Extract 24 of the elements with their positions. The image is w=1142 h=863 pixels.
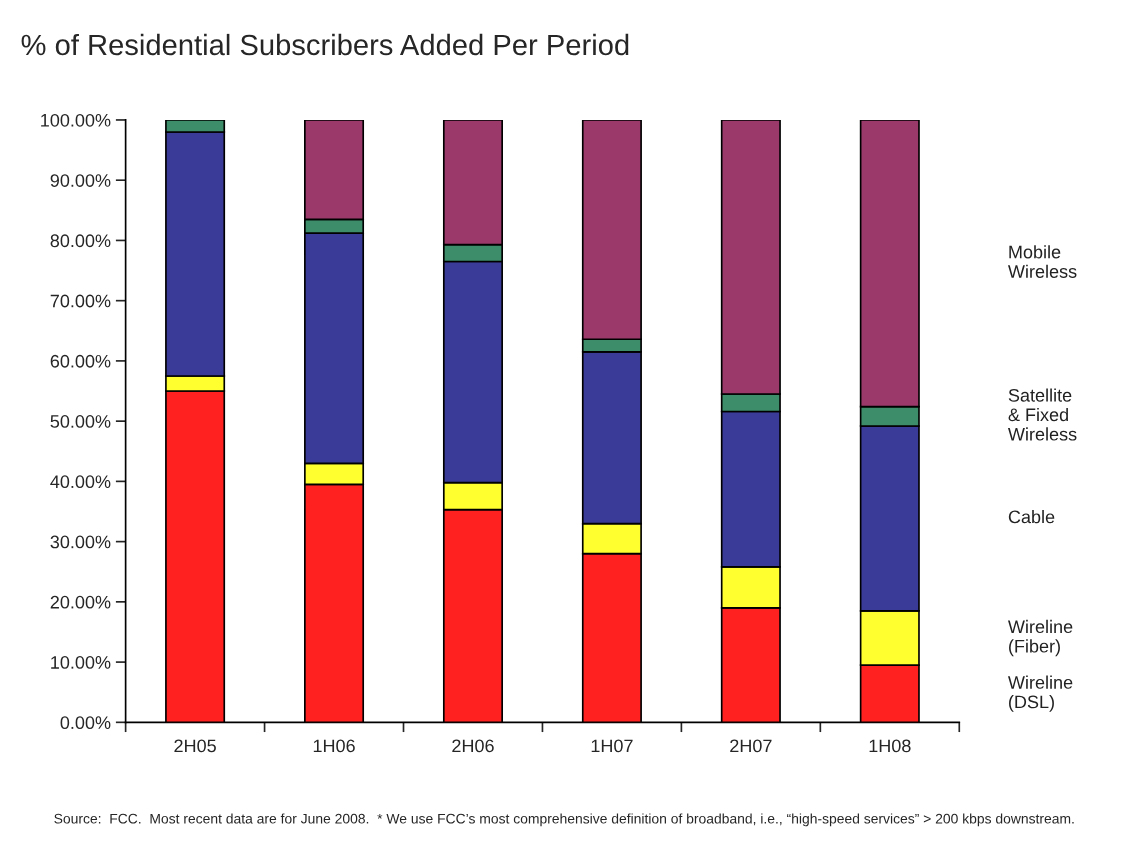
x-tick-label: 2H07 xyxy=(730,739,772,753)
y-tick-label: 10.00% xyxy=(51,656,111,669)
y-tick-label: 90.00% xyxy=(50,174,111,187)
y-tick-label: 60.00% xyxy=(50,354,111,368)
x-tick-label: 1H07 xyxy=(591,739,633,753)
text: Wireline (DSL) xyxy=(1007,675,1073,712)
x-tick-label: 1H06 xyxy=(313,739,355,753)
y-tick-label: 30.00% xyxy=(50,535,111,549)
text: Wireline (Fiber) xyxy=(1007,619,1073,657)
y-tick-label: 70.00% xyxy=(50,294,111,308)
text: Mobile Wireless xyxy=(1007,245,1077,278)
x-tick-label: 2H05 xyxy=(174,739,216,753)
y-tick-label: 40.00% xyxy=(50,475,111,489)
x-tick-label: 1H08 xyxy=(869,739,911,753)
y-tick-label: 100.00% xyxy=(41,113,111,127)
text: Cable xyxy=(1008,510,1055,524)
chart-title: % of Residential Subscribers Added Per Period xyxy=(21,33,629,56)
y-tick-label: 20.00% xyxy=(50,595,111,609)
y-tick-label: 0.00% xyxy=(60,716,111,730)
y-tick-label: 80.00% xyxy=(50,234,111,248)
source-note: Source: FCC. Most recent data are for June 2008. * We use FCC’s most comprehensive definition of broadband, i.e., “high-speed services” > 200 kbps downstream. xyxy=(54,813,1074,827)
x-tick-label: 2H06 xyxy=(452,739,494,753)
text: Satellite & Fixed Wireless xyxy=(1007,388,1077,441)
y-tick-label: 50.00% xyxy=(50,415,111,428)
